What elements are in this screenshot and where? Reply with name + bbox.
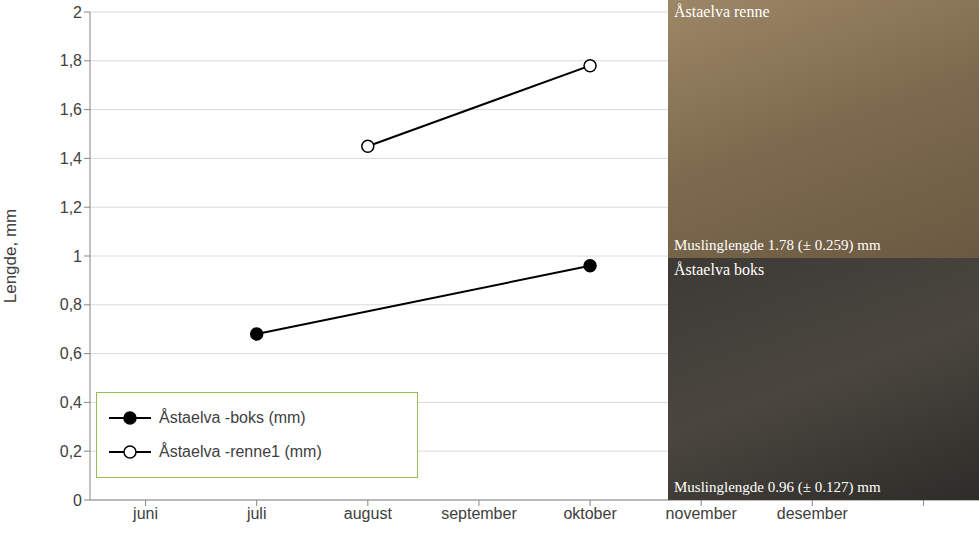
html-text:Åstaelva -boks (mm): Åstaelva -boks (mm) (159, 409, 306, 426)
svg-text:1: 1 (73, 248, 82, 265)
html-text:Åstaelva boks: Åstaelva boks (674, 261, 765, 278)
svg-text:august: august (344, 505, 393, 522)
svg-text:desember: desember (777, 505, 849, 522)
svg-text:november: november (666, 505, 738, 522)
svg-text:Lengde, mm: Lengde, mm (1, 209, 20, 304)
svg-text:september: september (441, 505, 517, 522)
html-text:Muslinglengde 0.96 (± 0.127) m: Muslinglengde 0.96 (± 0.127) mm (674, 479, 881, 495)
svg-text:oktober: oktober (563, 505, 617, 522)
svg-text:juli: juli (246, 505, 267, 522)
svg-text:1,4: 1,4 (60, 150, 82, 167)
svg-text:0,8: 0,8 (60, 296, 82, 313)
svg-text:0,6: 0,6 (60, 345, 82, 362)
svg-text:1,2: 1,2 (60, 199, 82, 216)
html-text:Muslinglengde 1.78 (± 0.259) m: Muslinglengde 1.78 (± 0.259) mm (674, 237, 881, 253)
html-text:Åstaelva -renne1 (mm): Åstaelva -renne1 (mm) (159, 443, 322, 460)
svg-text:1,6: 1,6 (60, 101, 82, 118)
svg-text:0: 0 (73, 492, 82, 509)
svg-text:2: 2 (73, 4, 82, 21)
svg-text:1,8: 1,8 (60, 52, 82, 69)
svg-text:juni: juni (132, 505, 158, 522)
svg-text:0,2: 0,2 (60, 443, 82, 460)
html-text:Åstaelva renne: Åstaelva renne (674, 3, 770, 20)
svg-text:0,4: 0,4 (60, 394, 82, 411)
